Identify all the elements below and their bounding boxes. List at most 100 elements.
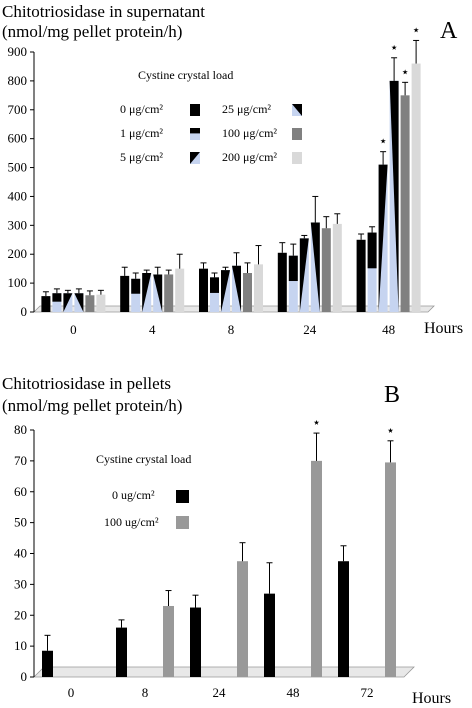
chart-b-panel-letter: B	[384, 382, 401, 408]
chart-b-plot: 0 10 20 30 40 50 60 70 80 0 8 24 48 72 ⋆ ⋆	[14, 416, 415, 700]
chart-b-y-tick-label-2: 20	[14, 607, 27, 622]
chart-a-bar-s3-c0-tri	[74, 293, 84, 312]
chart-b-bar-s0-c4-fill	[338, 561, 349, 677]
chart-b-sig-star-0: ⋆	[312, 416, 321, 431]
chart-a-sig-star-3: ⋆	[412, 23, 421, 38]
chart-a-bar-s5-c1	[175, 268, 185, 312]
chart-a-bar-s2-c2	[221, 270, 230, 312]
chart-a-bar-s4-c3	[321, 228, 331, 312]
chart-a-bar-s3-c3-tri	[310, 222, 320, 312]
chart-a-legend-label-4: 100 μg/cm²	[222, 126, 278, 140]
chart-a-panel-letter: A	[440, 18, 458, 44]
chart-a-legend-swatch-4	[292, 128, 302, 140]
chart-b-x-tick-label-3: 48	[287, 685, 300, 700]
chart-a-bar-s2-c4	[378, 164, 388, 312]
chart-a-bar-s4-c3-fill	[321, 228, 331, 312]
chart-a-legend-label-5: 200 μg/cm²	[222, 150, 278, 164]
chart-a-y-tick-label-7: 700	[8, 102, 28, 117]
chart-b-title: Chitotriosidase in pellets	[2, 374, 172, 393]
chart-a-bar-s1-c4-fill	[367, 232, 377, 312]
chart-a-legend-title: Cystine crystal load	[138, 68, 234, 82]
chart-a-y-tick-label-2: 200	[8, 246, 28, 261]
chart-a-bar-s0-c2	[199, 268, 208, 312]
chart-b-bar-s0-c2-fill	[190, 607, 201, 677]
chart-a-bar-s1-c2	[210, 277, 219, 312]
chart-a-bar-s3-c4-tri	[389, 80, 399, 312]
chart-a-legend-swatch-3	[292, 104, 302, 116]
chart-b-bar-s1-c3-fill	[311, 460, 322, 677]
chart-a-legend-swatch-5-fill	[292, 152, 302, 164]
chart-a-y-tick-label-3: 300	[8, 217, 28, 232]
chart-b-subtitle: (nmol/mg pellet protein/h)	[2, 396, 183, 415]
chart-b-bar-s0-c3-fill	[264, 593, 275, 677]
chart-a-bar-s2-c3	[299, 238, 309, 312]
chart-b-y-tick-label-1: 10	[14, 638, 27, 653]
chart-a-x-axis-label: Hours	[424, 320, 464, 337]
chart-b-x-axis-label: Hours	[412, 690, 452, 707]
chart-b-y-tick-label-0: 0	[21, 669, 28, 684]
chart-a-bar-s4-c0	[85, 295, 95, 312]
chart-a-legend-label-1: 1 μg/cm²	[120, 126, 164, 140]
chart-b-bar-s0-c3	[264, 593, 275, 677]
chart-b-bar-s1-c2	[237, 561, 248, 677]
chart-b-bar-s0-c0	[42, 650, 53, 677]
chart-a-bar-s1-c2-top	[210, 277, 219, 293]
chart-a-y-tick-label-9: 900	[8, 44, 28, 59]
chart-b-legend-swatch-0	[176, 490, 189, 503]
chart-a-bar-s0-c4-fill	[356, 239, 366, 312]
chart-b-legend-label-1: 100 ug/cm²	[104, 515, 159, 529]
chart-a-title: Chitotriosidase in supernatant	[2, 2, 206, 21]
chart-a-bar-s5-c3	[332, 223, 342, 312]
chart-a-bar-s1-c1-top	[131, 278, 141, 294]
chart-a-bar-s2-c1-tri	[142, 273, 152, 312]
chart-a-bar-s4-c4	[400, 95, 410, 312]
chart-b-x-tick-label-2: 24	[213, 685, 227, 700]
chart-a-bar-s1-c3	[288, 255, 298, 312]
chart-a-bar-s1-c4	[367, 232, 377, 312]
chart-a-bar-s5-c1-fill	[175, 268, 185, 312]
chart-a-legend-label-0: 0 μg/cm²	[120, 102, 164, 116]
chart-a-bar-s1-c3-fill	[288, 255, 298, 312]
chart-a-legend-swatch-4-fill	[292, 128, 302, 140]
chart-a-y-tick-label-0: 0	[21, 304, 28, 319]
chart-a-legend-label-2: 5 μg/cm²	[120, 150, 164, 164]
chart-a-bar-s1-c1-fill	[131, 278, 141, 312]
chart-a-legend-label-3: 25 μg/cm²	[222, 102, 272, 116]
chart-a-bar-s2-c4-tri	[378, 164, 388, 312]
chart-a-bar-s5-c3-fill	[332, 223, 342, 312]
chart-a-bar-s3-c1	[153, 274, 163, 312]
chart-a-legend-swatch-1	[190, 128, 200, 140]
chart-a-bar-s0-c3-fill	[277, 252, 287, 312]
chart-a-bar-s3-c3	[310, 222, 320, 312]
chart-a-bar-s1-c0	[52, 293, 62, 312]
chart-a-legend-swatch-0	[190, 104, 200, 116]
chart-b-bar-s1-c2-fill	[237, 561, 248, 677]
chart-b-legend-swatch-1	[176, 516, 189, 529]
chart-a-subtitle: (nmol/mg pellet protein/h)	[2, 22, 183, 41]
chart-a-legend-swatch-2-tri	[190, 152, 200, 164]
chart-a-y-tick-label-5: 500	[8, 160, 28, 175]
chart-b-sig-star-1: ⋆	[386, 424, 395, 439]
chart-a-bar-s4-c0-fill	[85, 295, 95, 312]
chart-a-bar-s3-c2-tri	[232, 265, 241, 312]
chart-a-bar-s5-c0	[96, 294, 106, 312]
chart-b-legend-label-0: 0 ug/cm²	[112, 488, 155, 502]
chart-a-bar-s2-c0	[63, 293, 73, 312]
chart-a-bar-s5-c2-fill	[254, 264, 263, 312]
chart-b-bar-s0-c1-fill	[116, 627, 127, 677]
chart-a-bar-s0-c2-fill	[199, 268, 208, 312]
chart-a-bar-s4-c2-fill	[243, 273, 252, 312]
chart-b-bar-s0-c2	[190, 607, 201, 677]
chart-a-legend-swatch-2	[190, 152, 200, 164]
chart-a-bar-s5-c4-fill	[411, 63, 421, 312]
chart-a-y-tick-label-6: 600	[8, 131, 28, 146]
chart-b-y-tick-label-4: 40	[14, 546, 27, 561]
chart-a-bar-s0-c0	[41, 296, 51, 312]
chart-a-bar-s1-c0-top	[52, 293, 62, 302]
chart-a-x-tick-label-3: 24	[303, 322, 317, 337]
chart-b-x-tick-label-4: 72	[361, 685, 374, 700]
chart-a-bar-s3-c4	[389, 80, 399, 312]
chart-a-x-tick-label-2: 8	[228, 322, 235, 337]
chart-a-bar-s2-c2-tri	[221, 270, 230, 312]
